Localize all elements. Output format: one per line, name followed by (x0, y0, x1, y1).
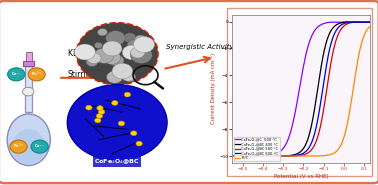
Circle shape (74, 44, 95, 60)
Pt/C (247, 155, 251, 157)
CoFe₂O₄@BC 400 °C (330, 27, 335, 29)
Ellipse shape (12, 130, 46, 164)
Circle shape (31, 140, 48, 153)
Circle shape (136, 141, 142, 146)
CoFe₂O₄@BC 500 °C (285, 155, 290, 157)
Circle shape (8, 68, 25, 81)
Circle shape (103, 51, 121, 64)
CoFe₂O₄@BC 500 °C (368, 21, 373, 23)
Text: Fe$^{3+}$: Fe$^{3+}$ (31, 70, 42, 79)
CoFe₂O₄@BC 600 °C (330, 37, 335, 39)
CoFe₂O₄@C  500 °C (368, 21, 373, 23)
Pt/C (317, 155, 322, 157)
Legend: CoFe₂O₄@C  500 °C, CoFe₂O₄@BC 400 °C, CoFe₂O₄@BC 500 °C, CoFe₂O₄@BC 600 °C, Pt/C: CoFe₂O₄@C 500 °C, CoFe₂O₄@BC 400 °C, CoF… (234, 137, 280, 161)
Circle shape (97, 106, 103, 110)
CoFe₂O₄@C  500 °C (275, 152, 280, 154)
Text: 500 °C: 500 °C (84, 49, 112, 58)
Circle shape (76, 23, 158, 85)
CoFe₂O₄@BC 600 °C (351, 21, 355, 23)
Bar (26, 52, 32, 61)
Line: CoFe₂O₄@C  500 °C: CoFe₂O₄@C 500 °C (232, 22, 370, 156)
Circle shape (102, 41, 122, 56)
Circle shape (127, 39, 142, 50)
Pt/C (330, 153, 334, 155)
Text: Co$^{2+}$: Co$^{2+}$ (34, 143, 45, 150)
CoFe₂O₄@BC 500 °C (230, 155, 235, 157)
Circle shape (130, 47, 145, 58)
CoFe₂O₄@BC 600 °C (330, 39, 334, 41)
X-axis label: Potential (V vs RHE): Potential (V vs RHE) (274, 174, 329, 179)
Circle shape (107, 71, 122, 83)
Circle shape (87, 53, 101, 64)
Pt/C (285, 155, 290, 157)
CoFe₂O₄@C  500 °C (328, 21, 332, 23)
Circle shape (86, 58, 98, 66)
CoFe₂O₄@BC 600 °C (368, 21, 373, 23)
CoFe₂O₄@BC 400 °C (330, 28, 334, 30)
CoFe₂O₄@C  500 °C (247, 155, 251, 157)
CoFe₂O₄@BC 400 °C (230, 155, 235, 157)
Circle shape (122, 45, 141, 60)
Line: CoFe₂O₄@BC 600 °C: CoFe₂O₄@BC 600 °C (232, 22, 370, 156)
Text: Stirring: Stirring (67, 70, 96, 79)
Text: Fe$^{3+}$: Fe$^{3+}$ (13, 142, 24, 151)
Circle shape (94, 48, 114, 63)
Circle shape (23, 87, 34, 96)
Circle shape (106, 31, 125, 46)
Circle shape (28, 68, 45, 81)
Bar (23, 61, 34, 66)
Circle shape (10, 140, 27, 153)
Circle shape (122, 72, 135, 81)
CoFe₂O₄@BC 500 °C (247, 155, 251, 157)
CoFe₂O₄@C  500 °C (331, 21, 335, 23)
CoFe₂O₄@BC 500 °C (355, 21, 359, 23)
Circle shape (135, 35, 146, 44)
Circle shape (96, 52, 108, 61)
CoFe₂O₄@BC 500 °C (275, 155, 280, 157)
CoFe₂O₄@BC 400 °C (285, 155, 290, 157)
Circle shape (112, 72, 122, 80)
CoFe₂O₄@C  500 °C (285, 141, 290, 143)
Circle shape (118, 121, 125, 126)
Pt/C (230, 155, 235, 157)
CoFe₂O₄@BC 400 °C (275, 155, 280, 157)
Circle shape (94, 42, 102, 48)
Text: KBH$_4$: KBH$_4$ (67, 48, 88, 60)
Text: CoFe$_2$O$_4$@BC: CoFe$_2$O$_4$@BC (94, 157, 140, 166)
Circle shape (67, 85, 167, 160)
Circle shape (130, 47, 152, 63)
Line: CoFe₂O₄@BC 400 °C: CoFe₂O₄@BC 400 °C (232, 22, 370, 156)
Circle shape (124, 92, 130, 97)
CoFe₂O₄@C  500 °C (330, 21, 335, 23)
Polygon shape (25, 66, 32, 112)
CoFe₂O₄@BC 600 °C (230, 155, 235, 157)
Circle shape (96, 114, 103, 118)
CoFe₂O₄@BC 600 °C (275, 155, 280, 157)
Circle shape (130, 131, 137, 136)
Line: CoFe₂O₄@BC 500 °C: CoFe₂O₄@BC 500 °C (232, 22, 370, 156)
CoFe₂O₄@BC 500 °C (317, 130, 322, 132)
Circle shape (94, 118, 101, 123)
Y-axis label: Current Density (mA cm⁻²): Current Density (mA cm⁻²) (211, 53, 216, 124)
Pt/C (368, 25, 373, 27)
Circle shape (112, 100, 118, 105)
Circle shape (109, 55, 124, 66)
Line: Pt/C: Pt/C (232, 26, 370, 156)
Circle shape (98, 28, 107, 36)
CoFe₂O₄@BC 400 °C (317, 77, 322, 80)
Text: Co$^{2+}$: Co$^{2+}$ (11, 71, 22, 78)
Circle shape (124, 73, 136, 82)
Circle shape (98, 110, 105, 114)
Pt/C (330, 153, 335, 155)
CoFe₂O₄@BC 500 °C (330, 52, 335, 55)
Circle shape (133, 36, 155, 53)
CoFe₂O₄@BC 400 °C (346, 21, 350, 23)
Text: Synergistic Activity: Synergistic Activity (166, 44, 234, 50)
CoFe₂O₄@BC 600 °C (247, 155, 251, 157)
CoFe₂O₄@BC 600 °C (285, 155, 290, 157)
CoFe₂O₄@C  500 °C (230, 155, 235, 157)
Ellipse shape (7, 114, 50, 166)
CoFe₂O₄@BC 400 °C (368, 21, 373, 23)
Circle shape (86, 105, 92, 110)
